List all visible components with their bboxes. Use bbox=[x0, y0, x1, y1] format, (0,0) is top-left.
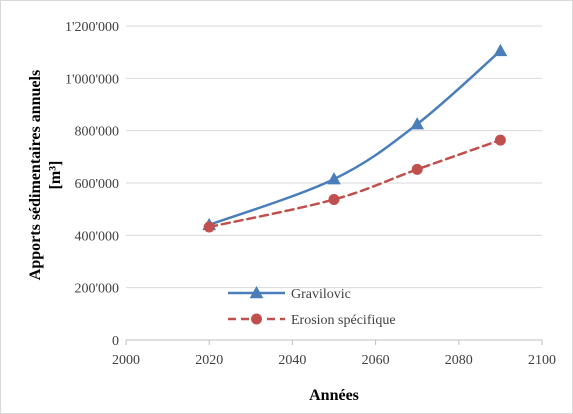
data-point bbox=[203, 221, 215, 233]
data-point bbox=[494, 134, 506, 146]
y-tick-label: 200'000 bbox=[74, 282, 119, 297]
x-tick-label: 2000 bbox=[112, 353, 140, 368]
y-axis-title-unit: [m³] bbox=[47, 161, 64, 190]
x-tick-label: 2040 bbox=[278, 353, 306, 368]
series-1 bbox=[203, 134, 506, 233]
data-point bbox=[327, 172, 341, 185]
x-tick-label: 2080 bbox=[445, 353, 473, 368]
series-line bbox=[207, 138, 502, 229]
data-point bbox=[328, 193, 340, 205]
axes: 0 200'000 400'000 600'000 800'000 1'000'000 1'… bbox=[27, 20, 556, 404]
data-point bbox=[411, 163, 423, 175]
legend-label: Gravilovic bbox=[291, 287, 351, 302]
data-point bbox=[493, 43, 508, 57]
gridlines bbox=[126, 25, 542, 289]
y-tick-label: 800'000 bbox=[74, 125, 119, 140]
legend-label: Erosion spécifique bbox=[291, 313, 396, 328]
y-tick-label: 1'000'000 bbox=[65, 72, 119, 87]
x-axis-title: Années bbox=[309, 387, 359, 404]
y-tick-label: 400'000 bbox=[74, 229, 119, 244]
legend-entry: Erosion spécifique bbox=[228, 313, 396, 328]
series-line bbox=[207, 49, 502, 227]
data-point bbox=[410, 117, 425, 130]
y-tick-label: 0 bbox=[112, 334, 119, 349]
legend-entry: Gravilovic bbox=[228, 285, 351, 302]
y-axis-title: Apports sédimentaires annuels bbox=[27, 70, 44, 280]
y-tick-label: 1'200'000 bbox=[65, 20, 119, 35]
legend-swatch-marker bbox=[251, 313, 262, 325]
x-tick-label: 2100 bbox=[528, 353, 556, 368]
x-tick-label: 2060 bbox=[362, 353, 390, 368]
x-tick-label: 2020 bbox=[195, 353, 223, 368]
y-tick-label: 600'000 bbox=[74, 177, 119, 192]
legend: Gravilovic Erosion spécifique bbox=[228, 285, 396, 328]
series-group bbox=[202, 43, 508, 233]
legend-swatch-marker bbox=[249, 285, 264, 299]
